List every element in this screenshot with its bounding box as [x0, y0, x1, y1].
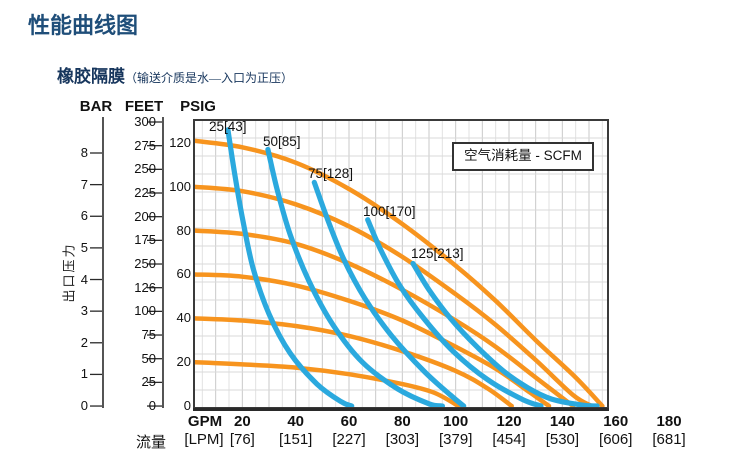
- diaphragm-material-label: 橡胶隔膜: [57, 67, 125, 86]
- air-curve-50scfm: [265, 146, 445, 407]
- left-axes-lines: [90, 117, 164, 408]
- legend-label: 空气消耗量 - SCFM: [464, 148, 582, 163]
- test-condition-note: （输送介质是水—入口为正压）: [125, 71, 294, 85]
- feet-axis-header: FEET: [124, 98, 164, 115]
- air-curve-100scfm: [365, 217, 544, 407]
- air-consumption-legend: 空气消耗量 - SCFM: [452, 142, 594, 171]
- air-curve-75scfm: [311, 179, 467, 407]
- bar-axis-header: BAR: [79, 98, 113, 115]
- pump-curve-40psig: [195, 316, 514, 407]
- curves: [195, 127, 605, 407]
- pump-curve-20psig: [195, 359, 461, 407]
- pump-curve-100psig: [195, 184, 594, 407]
- chart-subtitle: 橡胶隔膜（输送介质是水—入口为正压）: [57, 62, 293, 87]
- air-curve-25scfm: [225, 127, 355, 407]
- psig-axis-header: PSIG: [180, 98, 216, 115]
- air-curve-125scfm: [410, 260, 600, 407]
- page-title: 性能曲线图: [28, 13, 139, 38]
